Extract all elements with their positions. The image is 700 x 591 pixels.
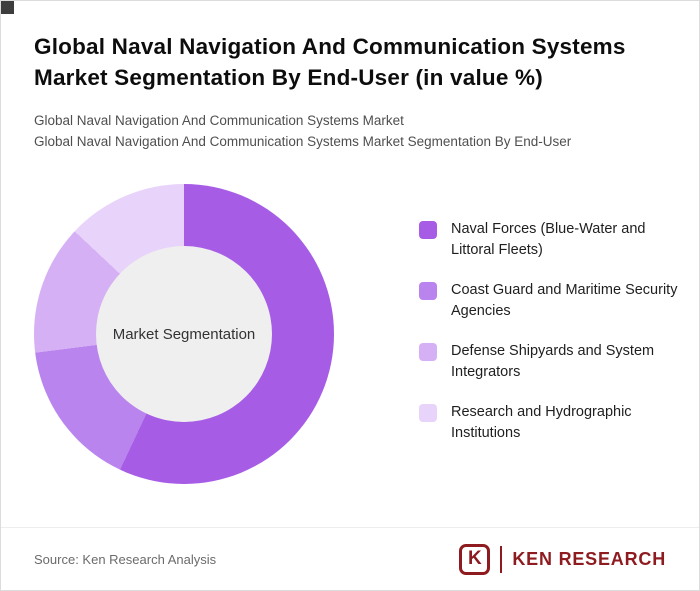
legend-swatch bbox=[419, 343, 437, 361]
legend-label: Coast Guard and Maritime Security Agenci… bbox=[451, 282, 678, 319]
source-text: Source: Ken Research Analysis bbox=[34, 551, 217, 567]
subtitle-line-2: Global Naval Navigation And Communicatio… bbox=[34, 134, 572, 149]
legend-item: Research and Hydrographic Institutions bbox=[419, 402, 679, 444]
ken-research-logo-icon: K bbox=[459, 543, 491, 575]
legend-label: Research and Hydrographic Institutions bbox=[451, 404, 632, 441]
legend-item: Coast Guard and Maritime Security Agenci… bbox=[419, 280, 679, 322]
chart-legend: Naval Forces (Blue-Water and Littoral Fl… bbox=[419, 219, 679, 444]
subtitle-line-1: Global Naval Navigation And Communicatio… bbox=[34, 113, 404, 128]
footer: Source: Ken Research Analysis K KEN RESE… bbox=[1, 527, 699, 590]
subtitle-block: Global Naval Navigation And Communicatio… bbox=[34, 110, 674, 152]
donut-chart: Market Segmentation bbox=[34, 184, 334, 484]
legend-swatch bbox=[419, 282, 437, 300]
legend-label: Defense Shipyards and System Integrators bbox=[451, 343, 655, 380]
corner-mark bbox=[1, 1, 14, 14]
legend-item: Defense Shipyards and System Integrators bbox=[419, 341, 679, 383]
logo-divider-bar bbox=[500, 545, 503, 573]
legend-item: Naval Forces (Blue-Water and Littoral Fl… bbox=[419, 219, 679, 261]
donut-center-label: Market Segmentation bbox=[112, 325, 256, 343]
ken-research-logo: K KEN RESEARCH bbox=[459, 543, 666, 575]
legend-swatch bbox=[419, 404, 437, 422]
legend-swatch bbox=[419, 221, 437, 239]
page-title: Global Naval Navigation And Communicatio… bbox=[34, 34, 626, 90]
legend-label: Naval Forces (Blue-Water and Littoral Fl… bbox=[451, 221, 646, 258]
logo-text: KEN RESEARCH bbox=[512, 548, 666, 569]
donut-center: Market Segmentation bbox=[96, 246, 272, 422]
logo-icon-letter: K bbox=[468, 548, 482, 569]
